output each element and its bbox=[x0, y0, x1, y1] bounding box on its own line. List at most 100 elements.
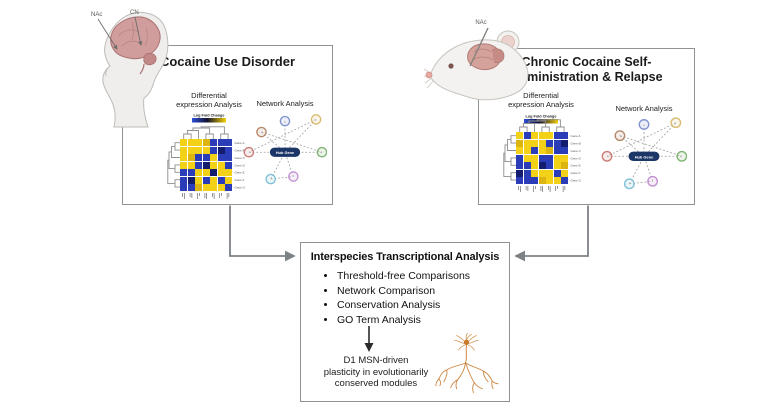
heatmap-cell bbox=[210, 169, 217, 176]
heatmap-cell bbox=[195, 154, 202, 161]
brain-gyri-lines bbox=[117, 21, 148, 47]
heatmap-cell bbox=[187, 161, 195, 169]
network-node-gold bbox=[310, 114, 322, 125]
rodent-heatmap-left-dendrogram bbox=[503, 135, 516, 181]
heatmap-cell bbox=[202, 139, 210, 146]
heatmap-cell bbox=[202, 146, 210, 154]
heatmap-cell bbox=[538, 132, 546, 139]
heatmap-row-label: Gene C bbox=[235, 156, 246, 160]
interspecies-analysis-title: Interspecies Transcriptional Analysis bbox=[310, 251, 500, 263]
heatmap-cell bbox=[225, 176, 232, 184]
heatmap-cell bbox=[187, 176, 195, 184]
heatmap-row-label: Gene G bbox=[235, 186, 246, 190]
nac-region-label: NAc bbox=[91, 12, 102, 18]
network-node-red bbox=[243, 146, 255, 158]
heatmap-cell bbox=[187, 146, 195, 154]
heatmap-row-label: Gene E bbox=[571, 164, 581, 168]
heatmap-cell bbox=[516, 169, 523, 177]
human-network-diagram: Hub Gene bbox=[243, 114, 327, 185]
human-panel-title: Cocaine Use Disorder bbox=[159, 54, 296, 69]
heatmap-cell bbox=[202, 176, 210, 184]
heatmap-cell bbox=[523, 139, 531, 147]
cn-pointer-line bbox=[134, 16, 143, 46]
heatmap-cell bbox=[531, 139, 538, 147]
rodent-dea-label: Differential expression Analysis bbox=[489, 91, 593, 109]
heatmap-cell bbox=[531, 177, 538, 184]
heatmap-cell bbox=[561, 132, 568, 139]
network-node-gold bbox=[670, 117, 682, 129]
brainstem-line bbox=[139, 63, 145, 75]
rat-eye bbox=[448, 63, 454, 69]
network-node-periwinkle bbox=[638, 119, 650, 130]
heatmap-cell bbox=[225, 161, 232, 169]
human-heatmap-row-labels: Gene A Gene B Gene C Gene D Gene E Gene F Gene… bbox=[235, 141, 246, 190]
heatmap-cell bbox=[553, 139, 561, 147]
cerebellum-shape bbox=[143, 52, 157, 66]
heatmap-cell bbox=[538, 139, 546, 147]
heatmap-cell bbox=[546, 177, 553, 184]
human-network-label: Network Analysis bbox=[256, 99, 314, 108]
heatmap-cell bbox=[195, 161, 202, 169]
nac-pointer-line bbox=[97, 18, 118, 50]
network-node-green bbox=[676, 150, 687, 162]
human-logfold-scale: Log Fold Change bbox=[192, 113, 226, 123]
network-edge bbox=[248, 119, 317, 153]
heatmap-row-label: Gene G bbox=[571, 179, 582, 183]
heatmap-cell bbox=[516, 139, 523, 147]
network-node-cyan bbox=[623, 178, 635, 190]
heatmap-cell bbox=[516, 162, 523, 169]
heatmap-cell bbox=[531, 169, 538, 177]
conclusion-text: D1 MSN-driven plasticity in evolutionaril… bbox=[301, 355, 451, 390]
heatmap-row-label: Gene F bbox=[571, 171, 581, 175]
human-heatmap: Gene A Gene B Gene C Gene D Gene E Gene F Gene… bbox=[167, 126, 252, 202]
heatmap-cell bbox=[553, 162, 561, 169]
heatmap-row-label: Gene E bbox=[235, 171, 245, 175]
analysis-bullet-item: Conservation Analysis bbox=[337, 298, 470, 313]
heatmap-cell bbox=[561, 162, 568, 169]
heatmap-cell bbox=[217, 176, 225, 184]
heatmap-cell bbox=[195, 139, 202, 146]
heatmap-cell bbox=[180, 176, 187, 184]
heatmap-cell bbox=[180, 184, 187, 191]
rat-cerebellum-shape bbox=[491, 48, 505, 64]
analysis-bullet-list: Threshold-free ComparisonsNetwork Compar… bbox=[321, 269, 470, 327]
human-head-illustration: NAc CN bbox=[91, 10, 169, 128]
heatmap-cell bbox=[217, 184, 225, 191]
rodent-network-diagram: Hub Gene bbox=[601, 117, 687, 190]
network-edge bbox=[261, 131, 323, 153]
rodent-panel-title: Chronic Cocaine Self- Administration & R… bbox=[479, 55, 694, 85]
rat-nac-region-label: NAc bbox=[475, 20, 486, 26]
rodent-dea-label-line1: Differential bbox=[523, 91, 559, 100]
heatmap-cell bbox=[202, 169, 210, 176]
network-edge bbox=[284, 119, 317, 153]
rodent-scale-label: Log Fold Change bbox=[525, 114, 556, 118]
heatmap-cell bbox=[187, 139, 195, 146]
heatmap-cell bbox=[187, 169, 195, 176]
human-dea-label-line2: expression Analysis bbox=[176, 100, 242, 109]
heatmap-cell bbox=[523, 162, 531, 169]
network-node-red bbox=[601, 150, 613, 162]
heatmap-cell bbox=[516, 154, 523, 162]
heatmap-cell bbox=[561, 177, 568, 184]
heatmap-cell bbox=[202, 154, 210, 161]
rodent-panel-title-line1: Chronic Cocaine Self- bbox=[521, 55, 652, 69]
heatmap-cell bbox=[225, 184, 232, 191]
rodent-heatmap-column-ticks bbox=[518, 186, 566, 192]
heatmap-cell bbox=[217, 169, 225, 176]
human-heatmap-grid bbox=[180, 139, 232, 191]
heatmap-cell bbox=[180, 169, 187, 176]
heatmap-row-label: Gene B bbox=[571, 141, 581, 145]
network-node-tan bbox=[256, 126, 267, 138]
heatmap-cell bbox=[195, 176, 202, 184]
human-heatmap-left-dendrogram bbox=[167, 142, 180, 188]
heatmap-cell bbox=[202, 161, 210, 169]
network-edge bbox=[629, 180, 653, 185]
heatmap-cell bbox=[561, 139, 568, 147]
network-node-purple bbox=[647, 175, 659, 187]
neuron-soma bbox=[463, 339, 470, 346]
heatmap-cell bbox=[225, 154, 232, 161]
network-node-green bbox=[316, 146, 327, 158]
human-heatmap-column-ticks bbox=[182, 193, 230, 199]
human-dea-label: Differential expression Analysis bbox=[151, 91, 267, 109]
